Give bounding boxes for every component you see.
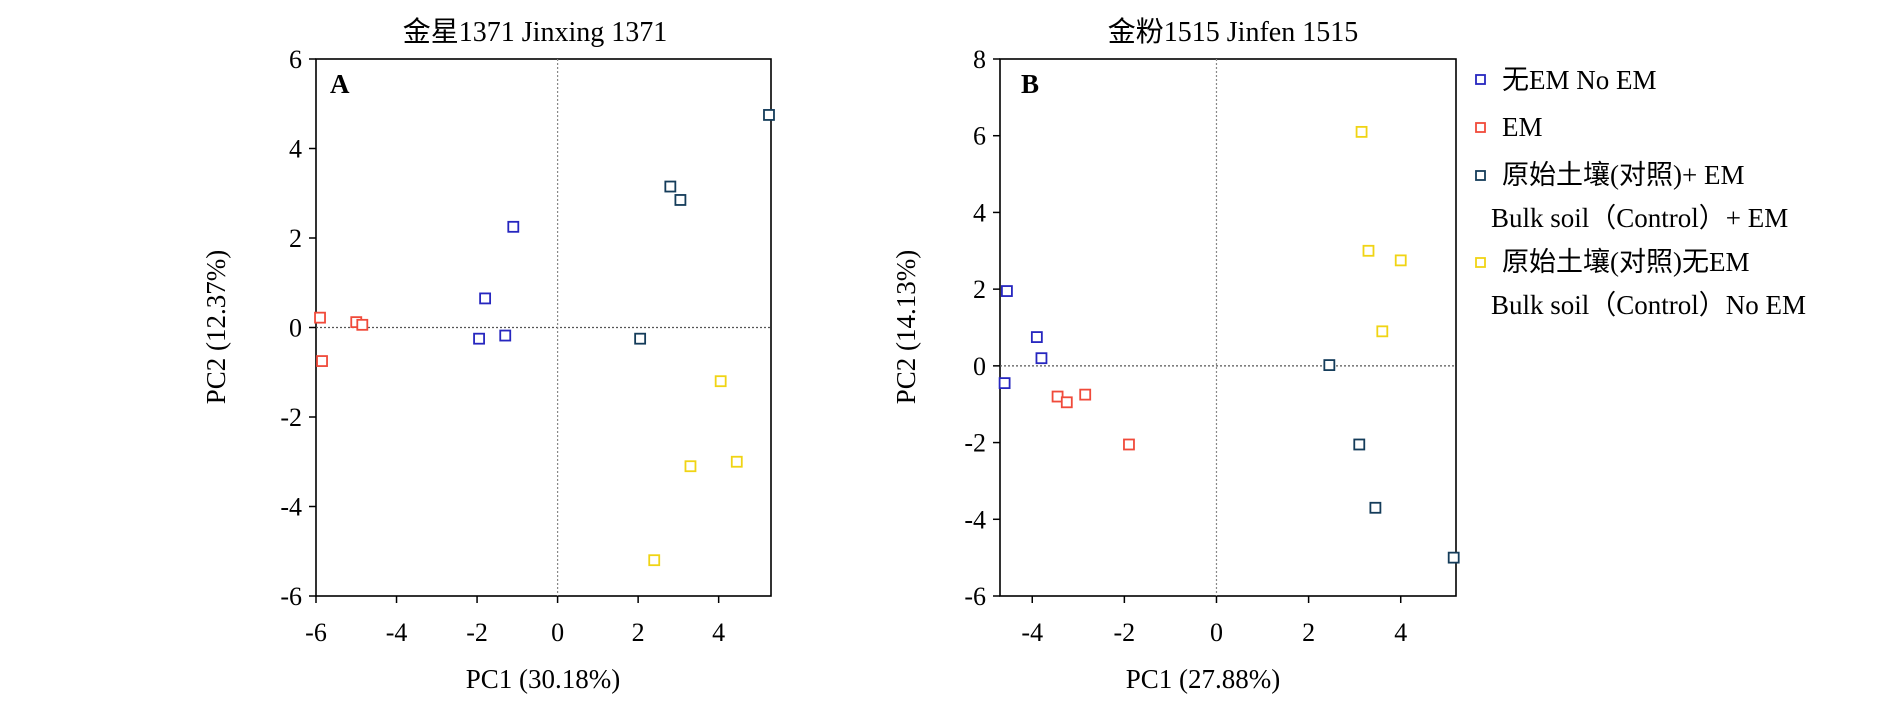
data-point-bulk-em bbox=[1353, 438, 1366, 451]
data-point-bulk-no-em bbox=[1394, 254, 1407, 267]
data-point-bulk-no-em bbox=[1376, 325, 1389, 338]
panel-a-points bbox=[314, 109, 775, 567]
legend-marker-em bbox=[1475, 122, 1486, 133]
panel-a-x-ticks: -6 -4 -2 0 2 4 bbox=[305, 596, 725, 647]
data-point-no-em bbox=[479, 292, 492, 305]
panel-a: 金星1371 Jinxing 1371 A -6 -4 -2 0 2 4 -6 -4 -2 0 2… bbox=[201, 16, 775, 694]
legend-label-no-em: 无EM No EM bbox=[1502, 65, 1657, 95]
x-tick-label: -6 bbox=[305, 618, 327, 647]
panel-a-x-axis-label: PC1 (30.18%) bbox=[466, 664, 621, 694]
legend-item-no-em: 无EM No EM bbox=[1475, 65, 1657, 95]
y-tick-label: 2 bbox=[973, 275, 986, 304]
y-tick-label: 0 bbox=[973, 352, 986, 381]
panel-b-title: 金粉1515 Jinfen 1515 bbox=[1108, 16, 1358, 48]
y-tick-label: 4 bbox=[973, 198, 986, 227]
x-tick-label: 2 bbox=[632, 618, 645, 647]
data-point-bulk-em bbox=[1323, 359, 1336, 371]
y-tick-label: -6 bbox=[280, 582, 302, 611]
panel-a-title: 金星1371 Jinxing 1371 bbox=[403, 16, 667, 48]
x-tick-label: -2 bbox=[1114, 618, 1136, 647]
data-point-bulk-no-em bbox=[730, 455, 743, 468]
panel-b-y-axis-label: PC2 (14.13%) bbox=[891, 250, 921, 405]
y-tick-label: -4 bbox=[280, 493, 302, 522]
y-tick-label: -2 bbox=[964, 429, 986, 458]
data-point-no-em bbox=[1030, 331, 1043, 343]
x-tick-label: 4 bbox=[1394, 618, 1407, 647]
data-point-bulk-em bbox=[674, 194, 687, 206]
panel-a-y-ticks: -6 -4 -2 0 2 4 6 bbox=[280, 45, 316, 611]
x-tick-label: 4 bbox=[712, 618, 725, 647]
x-tick-label: 0 bbox=[551, 618, 564, 647]
x-tick-label: 2 bbox=[1302, 618, 1315, 647]
data-point-bulk-em bbox=[664, 180, 677, 193]
legend-label-em: EM bbox=[1502, 112, 1543, 142]
data-point-bulk-em bbox=[763, 109, 775, 121]
panel-b-x-ticks: -4 -2 0 2 4 bbox=[1021, 596, 1407, 647]
panel-b-y-ticks: -6 -4 -2 0 2 4 6 8 bbox=[964, 45, 1000, 611]
data-point-bulk-em bbox=[634, 332, 647, 345]
data-point-em bbox=[1060, 396, 1073, 409]
data-point-bulk-no-em bbox=[1362, 244, 1375, 257]
legend-marker-bulk-soil-em bbox=[1475, 170, 1486, 181]
panel-b-plot-frame bbox=[999, 58, 1457, 597]
data-point-no-em bbox=[499, 329, 512, 342]
data-point-em bbox=[316, 355, 328, 367]
data-point-bulk-no-em bbox=[1355, 125, 1368, 138]
data-point-em bbox=[356, 318, 369, 331]
data-point-no-em bbox=[1035, 352, 1048, 365]
data-point-bulk-em bbox=[1369, 501, 1382, 514]
panel-b: 金粉1515 Jinfen 1515 B -4 -2 0 2 4 -6 -4 -2 0 2 4 6 8… bbox=[891, 16, 1460, 694]
y-tick-label: 2 bbox=[289, 224, 302, 253]
y-tick-label: -6 bbox=[964, 582, 986, 611]
y-tick-label: -4 bbox=[964, 505, 986, 534]
y-tick-label: 6 bbox=[973, 122, 986, 151]
y-tick-label: 8 bbox=[973, 45, 986, 74]
data-point-no-em bbox=[507, 220, 520, 233]
legend-label-bulk-soil-em-en: Bulk soil（Control）+ EM bbox=[1491, 203, 1788, 233]
panel-b-letter: B bbox=[1021, 69, 1039, 99]
data-point-em bbox=[314, 311, 326, 324]
data-point-bulk-em bbox=[1447, 551, 1460, 564]
data-point-bulk-no-em bbox=[648, 554, 661, 567]
x-tick-label: -4 bbox=[386, 618, 408, 647]
data-point-no-em bbox=[998, 377, 1011, 390]
x-tick-label: -4 bbox=[1021, 618, 1043, 647]
legend: 无EM No EM EM 原始土壤(对照)+ EM Bulk soil（Cont… bbox=[1475, 65, 1806, 320]
y-tick-label: 6 bbox=[289, 45, 302, 74]
panel-a-zero-lines bbox=[316, 59, 771, 596]
legend-label-bulk-soil-no-em-zh: 原始土壤(对照)无EM bbox=[1502, 247, 1749, 277]
y-tick-label: 0 bbox=[289, 314, 302, 343]
x-tick-label: 0 bbox=[1210, 618, 1223, 647]
legend-marker-no-em bbox=[1475, 74, 1486, 85]
panel-b-points bbox=[998, 125, 1460, 564]
data-point-bulk-no-em bbox=[684, 460, 697, 473]
y-tick-label: 4 bbox=[289, 135, 302, 164]
legend-label-bulk-soil-em-zh: 原始土壤(对照)+ EM bbox=[1502, 160, 1744, 190]
panel-a-letter: A bbox=[330, 69, 350, 99]
x-tick-label: -2 bbox=[466, 618, 488, 647]
panel-b-x-axis-label: PC1 (27.88%) bbox=[1126, 664, 1281, 694]
data-point-em bbox=[1123, 438, 1135, 451]
legend-item-bulk-soil-em: 原始土壤(对照)+ EM Bulk soil（Control）+ EM bbox=[1475, 160, 1788, 233]
data-point-bulk-no-em bbox=[714, 375, 727, 388]
panel-a-y-axis-label: PC2 (12.37%) bbox=[201, 250, 231, 405]
data-point-no-em bbox=[1001, 285, 1013, 297]
y-tick-label: -2 bbox=[280, 403, 302, 432]
legend-item-em: EM bbox=[1475, 112, 1543, 142]
data-point-no-em bbox=[473, 332, 485, 345]
legend-label-bulk-soil-no-em-en: Bulk soil（Control）No EM bbox=[1491, 290, 1806, 320]
legend-marker-bulk-soil-no-em bbox=[1475, 257, 1486, 268]
legend-item-bulk-soil-no-em: 原始土壤(对照)无EM Bulk soil（Control）No EM bbox=[1475, 247, 1806, 320]
panel-b-zero-lines bbox=[1000, 59, 1456, 596]
data-point-em bbox=[1079, 388, 1092, 401]
